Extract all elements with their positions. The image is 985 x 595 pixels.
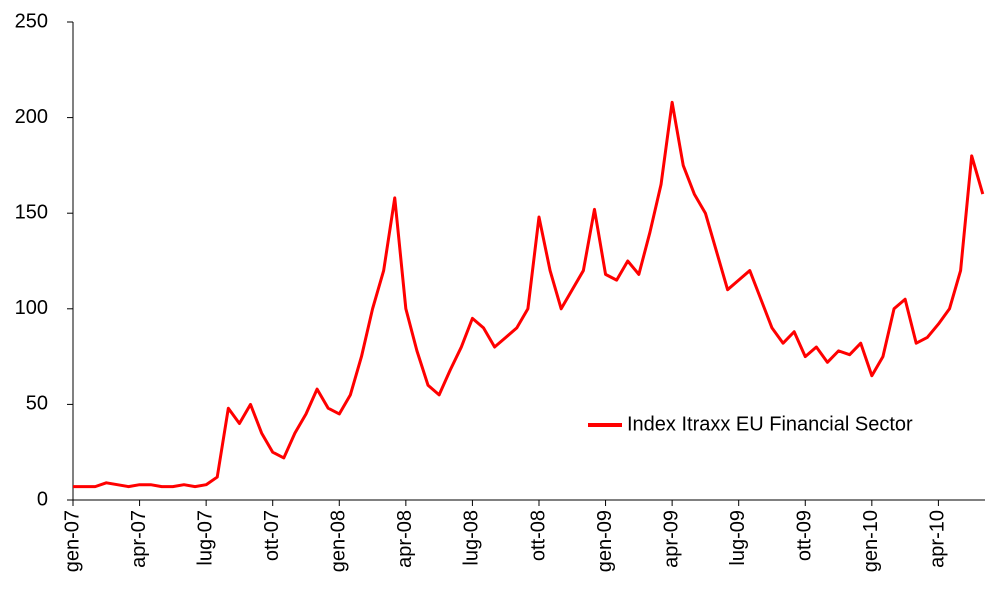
x-tick-label: ott-07 — [261, 510, 283, 561]
x-tick-label: gen-10 — [860, 510, 882, 572]
x-tick-label: lug-07 — [194, 510, 216, 566]
y-tick-label: 200 — [15, 106, 48, 128]
legend-label: Index Itraxx EU Financial Sector — [627, 413, 913, 435]
x-tick-label: gen-08 — [328, 510, 350, 572]
x-tick-label: ott-08 — [527, 510, 549, 561]
x-tick-label: apr-10 — [927, 510, 949, 568]
y-tick-label: 250 — [15, 10, 48, 32]
y-tick-label: 150 — [15, 201, 48, 223]
x-tick-label: ott-09 — [794, 510, 816, 561]
x-tick-label: apr-09 — [660, 510, 682, 568]
y-tick-label: 50 — [26, 393, 48, 415]
x-tick-label: apr-08 — [394, 510, 416, 568]
x-tick-label: lug-08 — [461, 510, 483, 566]
y-tick-label: 0 — [37, 488, 48, 510]
x-tick-label: lug-09 — [727, 510, 749, 566]
data-line — [73, 100, 985, 489]
x-tick-label: gen-09 — [594, 510, 616, 572]
x-tick-label: gen-07 — [61, 510, 83, 572]
y-tick-label: 100 — [15, 297, 48, 319]
x-tick-label: apr-07 — [128, 510, 150, 568]
